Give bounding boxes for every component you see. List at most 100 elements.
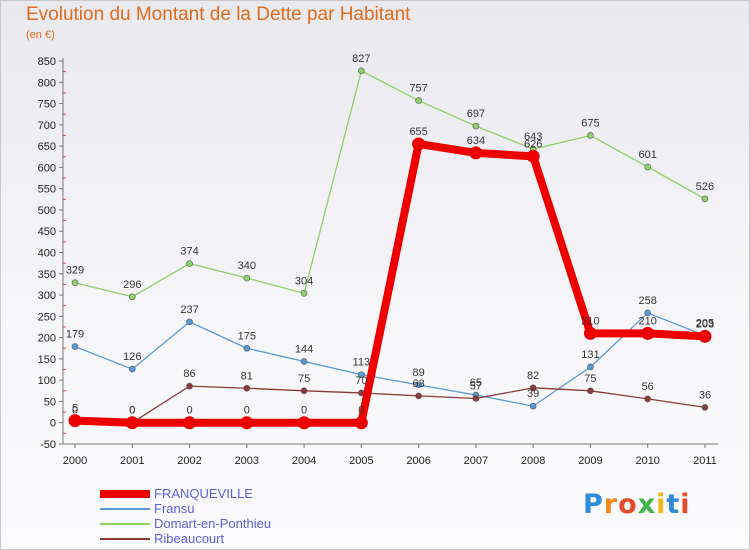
- data-label-0: 0: [244, 405, 250, 417]
- legend-swatch: [100, 538, 150, 540]
- y-tick-label: 150: [38, 354, 56, 366]
- series-point-3: [472, 395, 480, 402]
- data-label-3: 75: [584, 373, 596, 385]
- series-point-1: [300, 358, 308, 365]
- series-point-0: [698, 329, 712, 343]
- data-label-1: 205: [696, 317, 714, 329]
- data-label-0: 0: [129, 405, 135, 417]
- x-tick-label: 2007: [464, 455, 488, 467]
- series-point-1: [71, 343, 79, 350]
- x-tick-label: 2011: [693, 455, 717, 467]
- data-label-0: 655: [409, 126, 427, 138]
- series-point-2: [358, 67, 365, 75]
- x-tick-label: 2008: [521, 455, 545, 467]
- legend-label: Ribeaucourt: [154, 531, 225, 546]
- data-label-1: 258: [639, 295, 657, 307]
- series-point-2: [300, 290, 308, 297]
- logo-letter: t: [666, 489, 681, 520]
- logo-letter: i: [680, 489, 691, 520]
- data-label-3: 0: [72, 405, 78, 417]
- logo-letter: i: [656, 489, 667, 520]
- data-label-3: 75: [298, 373, 310, 385]
- series-point-2: [186, 260, 193, 267]
- series-point-2: [701, 195, 709, 203]
- y-tick-label: 750: [38, 99, 56, 111]
- y-tick-label: 400: [38, 248, 56, 260]
- series-point-0: [125, 416, 139, 430]
- data-label-1: 89: [412, 367, 424, 379]
- y-tick-label: 300: [38, 290, 56, 302]
- y-tick-label: 700: [38, 120, 56, 132]
- data-label-3: 81: [241, 370, 253, 382]
- data-label-2: 526: [696, 181, 714, 193]
- data-label-2: 601: [639, 149, 657, 161]
- series-point-2: [71, 279, 79, 287]
- data-label-1: 175: [238, 330, 256, 342]
- data-label-2: 304: [295, 275, 313, 287]
- logo-letter: o: [618, 489, 638, 520]
- y-tick-label: 100: [38, 375, 56, 387]
- data-label-0: 634: [467, 135, 485, 147]
- x-tick-label: 2003: [235, 455, 259, 467]
- series-point-0: [583, 326, 597, 340]
- series-point-1: [358, 371, 365, 378]
- y-tick-label: 800: [38, 77, 56, 89]
- y-tick-label: 550: [38, 184, 56, 196]
- data-label-2: 329: [66, 265, 84, 277]
- data-label-1: 144: [295, 343, 313, 355]
- legend-swatch: [100, 490, 150, 498]
- data-label-2: 296: [123, 279, 141, 291]
- data-label-3: 70: [355, 375, 367, 387]
- data-label-0: 5: [72, 403, 78, 415]
- series-point-3: [300, 387, 308, 395]
- x-tick-label: 2004: [292, 455, 316, 467]
- data-label-1: 113: [353, 357, 371, 369]
- x-tick-label: 2000: [63, 455, 87, 467]
- x-tick-label: 2002: [177, 455, 201, 467]
- data-label-3: 63: [412, 378, 424, 390]
- series-point-2: [587, 132, 594, 139]
- logo-letter: P: [583, 489, 604, 520]
- data-label-1: 65: [470, 377, 482, 389]
- series-point-3: [529, 384, 537, 392]
- data-label-0: 203: [696, 318, 714, 330]
- y-tick-label: 650: [38, 141, 56, 153]
- series-point-2: [128, 293, 136, 301]
- y-tick-label: 600: [38, 162, 56, 174]
- series-point-2: [644, 163, 652, 171]
- y-tick-label: 250: [38, 311, 56, 323]
- series-point-2: [472, 122, 480, 130]
- series-point-0: [183, 416, 197, 430]
- data-label-3: 0: [129, 405, 135, 417]
- data-label-2: 757: [409, 83, 427, 95]
- logo-letter: r: [603, 489, 619, 520]
- data-label-1: 237: [180, 304, 198, 316]
- data-label-3: 57: [470, 380, 482, 392]
- data-label-1: 131: [581, 349, 599, 361]
- series-point-0: [354, 416, 368, 430]
- data-label-2: 675: [581, 117, 599, 129]
- series-point-1: [644, 309, 652, 317]
- data-label-0: 0: [301, 405, 307, 417]
- series-point-1: [128, 365, 136, 373]
- y-tick-label: 450: [38, 226, 56, 238]
- data-label-3: 86: [183, 368, 195, 380]
- y-tick-label: 850: [38, 56, 56, 68]
- data-label-3: 36: [699, 389, 711, 401]
- data-label-0: 210: [581, 315, 599, 327]
- series-point-0: [469, 146, 483, 160]
- series-point-0: [240, 416, 254, 430]
- x-tick-label: 2009: [578, 455, 602, 467]
- series-point-3: [415, 392, 422, 400]
- data-label-1: 179: [66, 329, 84, 341]
- y-tick-label: -50: [40, 439, 56, 451]
- series-point-1: [529, 402, 537, 410]
- series-line-2: [74, 70, 706, 298]
- series-point-3: [644, 395, 652, 403]
- series-point-2: [415, 97, 422, 104]
- series-line-0: [74, 139, 706, 427]
- series-point-3: [701, 404, 709, 411]
- y-tick-label: 50: [44, 396, 56, 408]
